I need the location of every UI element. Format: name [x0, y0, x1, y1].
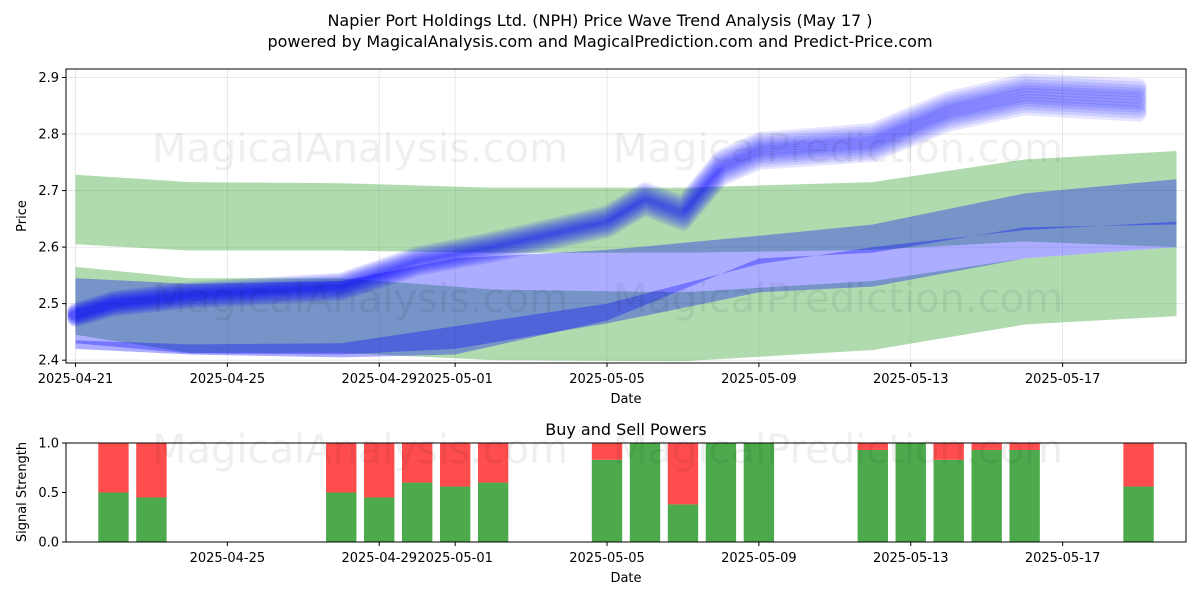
bottom-y-axis-label: Signal Strength: [15, 442, 30, 542]
buy-sell-plot: Buy and Sell Powers MagicalAnalysis.com …: [15, 420, 1187, 586]
buy-bar: [136, 497, 167, 542]
buy-bar: [1123, 486, 1154, 542]
buy-bar: [971, 449, 1002, 542]
x-tick-label: 2025-05-13: [873, 551, 949, 566]
price-wave-line: [67, 90, 1147, 325]
x-tick-label: 2025-05-09: [721, 551, 797, 566]
bottom-chart-title: Buy and Sell Powers: [545, 420, 707, 439]
x-tick-label: 2025-04-29: [341, 551, 417, 566]
y-tick-label: 2.9: [38, 71, 59, 86]
buy-bar: [895, 443, 926, 542]
sell-bar: [98, 443, 129, 493]
buy-bar: [477, 482, 509, 542]
chart-title: Napier Port Holdings Ltd. (NPH) Price Wa…: [327, 11, 872, 30]
top-gridlines: [66, 69, 1186, 363]
price-wave-line: [67, 93, 1147, 326]
x-tick-label: 2025-04-29: [341, 372, 417, 387]
watermark-mid-left: MagicalAnalysis.com: [152, 276, 568, 322]
buy-sell-bars: [98, 443, 1154, 542]
green-trend-band-0: [75, 150, 1177, 253]
buy-bar: [98, 492, 129, 542]
sell-bar: [402, 443, 433, 483]
buy-bar: [667, 504, 699, 542]
x-tick-label: 2025-05-17: [1025, 551, 1101, 566]
top-axes-frame: [65, 68, 1187, 364]
y-tick-label: 0.0: [38, 536, 59, 551]
price-wave-line: [67, 76, 1147, 320]
blue-trend-band-2: [75, 179, 1177, 355]
sell-bar: [857, 443, 888, 450]
sell-bar: [591, 443, 623, 460]
bottom-axis-ticks: 0.0 0.5 1.0 2025-04-25 2025-04-29 2025-05-01 2…: [38, 437, 1100, 567]
buy-bar: [705, 443, 737, 542]
x-tick-label: 2025-05-05: [569, 372, 645, 387]
price-wave-line: [67, 85, 1147, 323]
buy-bar: [933, 459, 964, 542]
watermark-bottom-right: MagicalPrediction.com: [613, 427, 1063, 473]
buy-bar: [857, 449, 888, 542]
buy-bar: [439, 486, 471, 542]
top-x-axis-label: Date: [610, 392, 641, 407]
watermark-mid-right: MagicalPrediction.com: [613, 276, 1063, 322]
x-tick-label: 2025-05-01: [417, 551, 493, 566]
x-tick-label: 2025-04-25: [190, 372, 266, 387]
sell-bar: [667, 443, 699, 505]
y-tick-label: 2.8: [38, 128, 59, 143]
price-wave-line: [67, 82, 1147, 322]
x-tick-label: 2025-04-21: [38, 372, 114, 387]
x-tick-label: 2025-05-13: [873, 372, 949, 387]
price-wave-plot: MagicalAnalysis.com MagicalPrediction.co…: [15, 68, 1187, 407]
green-trend-band-1: [75, 247, 1177, 362]
price-wave-line: [67, 87, 1147, 324]
y-tick-label: 2.4: [38, 354, 59, 369]
buy-bar: [402, 482, 433, 542]
chart-subtitle: powered by MagicalAnalysis.com and Magic…: [267, 32, 932, 51]
sell-bar: [439, 443, 471, 487]
price-wave-line: [67, 73, 1147, 319]
price-wave: [67, 73, 1147, 328]
y-tick-label: 2.6: [38, 241, 59, 256]
y-tick-label: 2.7: [38, 184, 59, 199]
y-tick-label: 1.0: [38, 437, 59, 452]
buy-bar: [591, 459, 623, 542]
watermark-top-right: MagicalPrediction.com: [613, 126, 1063, 172]
top-axis-ticks: 2.4 2.5 2.6 2.7 2.8 2.9 2025-04-21 2025-04-25 20…: [38, 71, 1101, 387]
x-tick-label: 2025-04-25: [190, 551, 266, 566]
x-tick-label: 2025-05-01: [417, 372, 493, 387]
x-tick-label: 2025-05-05: [569, 551, 645, 566]
price-wave-line: [67, 99, 1147, 328]
price-wave-line: [67, 96, 1147, 327]
y-tick-label: 0.5: [38, 486, 59, 501]
sell-bar: [933, 443, 964, 460]
sell-bar: [364, 443, 395, 498]
watermark-bottom-left: MagicalAnalysis.com: [152, 427, 568, 473]
bottom-x-axis-label: Date: [610, 571, 641, 586]
sell-bar: [1009, 443, 1040, 450]
sell-bar: [326, 443, 357, 493]
price-wave-line: [67, 79, 1147, 321]
sell-bar: [1123, 443, 1154, 487]
x-tick-label: 2025-05-17: [1025, 372, 1101, 387]
buy-bar: [629, 443, 661, 542]
buy-bar: [1009, 449, 1040, 542]
buy-bar: [743, 443, 775, 542]
watermark-top-left: MagicalAnalysis.com: [152, 126, 568, 172]
top-y-axis-label: Price: [15, 200, 30, 232]
sell-bar: [477, 443, 509, 483]
sell-bar: [971, 443, 1002, 450]
trend-bands: [75, 150, 1177, 362]
buy-bar: [364, 497, 395, 542]
y-tick-label: 2.5: [38, 297, 59, 312]
buy-bar: [326, 492, 357, 542]
x-tick-label: 2025-05-09: [721, 372, 797, 387]
sell-bar: [136, 443, 167, 498]
